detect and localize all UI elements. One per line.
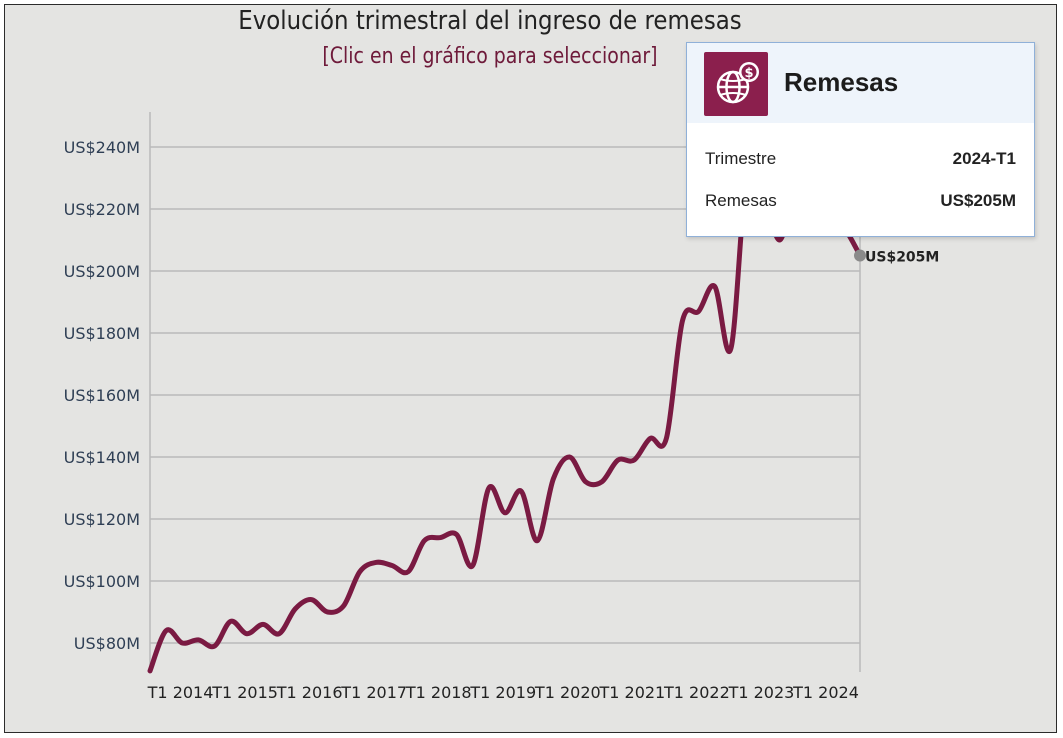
- y-tick-label: US$160M: [64, 386, 140, 405]
- tooltip-card: $ Remesas Trimestre 2024-T1 Remesas US$2…: [686, 42, 1035, 237]
- svg-text:$: $: [744, 66, 753, 81]
- last-point-label: US$205M: [865, 250, 939, 266]
- y-tick-label: US$100M: [64, 572, 140, 591]
- x-tick-label: T1 2019: [469, 683, 536, 702]
- y-tick-label: US$180M: [64, 324, 140, 343]
- series-line-remesas[interactable]: [147, 159, 863, 674]
- x-tick-label: T1 2014: [147, 683, 214, 702]
- x-tick-label: T1 2018: [405, 683, 472, 702]
- chart-subtitle[interactable]: [Clic en el gráfico para seleccionar]: [322, 44, 658, 69]
- y-tick-label: US$220M: [64, 200, 140, 219]
- tooltip-quarter-label: Trimestre: [705, 149, 777, 168]
- x-tick-label: T1 2024: [792, 683, 859, 702]
- x-tick-label: T1 2015: [211, 683, 278, 702]
- tooltip-header: $ Remesas: [687, 43, 1034, 123]
- y-tick-label: US$120M: [64, 510, 140, 529]
- y-tick-label: US$200M: [64, 262, 140, 281]
- x-tick-label: T1 2017: [340, 683, 407, 702]
- x-tick-label: T1 2023: [728, 683, 795, 702]
- x-tick-label: T1 2021: [598, 683, 665, 702]
- chart-title: Evolución trimestral del ingreso de reme…: [238, 6, 742, 36]
- tooltip-remittance-label: Remesas: [705, 191, 777, 210]
- y-axis-ticks: US$80M US$100M US$120M US$140M US$160M US$180…: [64, 138, 140, 653]
- y-tick-label: US$80M: [74, 634, 140, 653]
- y-tick-label: US$240M: [64, 138, 140, 157]
- x-tick-label: T1 2016: [276, 683, 343, 702]
- x-tick-label: T1 2020: [534, 683, 601, 702]
- selected-data-point[interactable]: [854, 249, 866, 262]
- tooltip-title: Remesas: [784, 67, 899, 97]
- tooltip-remittance-value: US$205M: [940, 191, 1016, 210]
- tooltip-quarter-value: 2024-T1: [952, 149, 1016, 168]
- globe-dollar-icon: $: [704, 52, 768, 116]
- y-tick-label: US$140M: [64, 448, 140, 467]
- x-tick-label: T1 2022: [663, 683, 730, 702]
